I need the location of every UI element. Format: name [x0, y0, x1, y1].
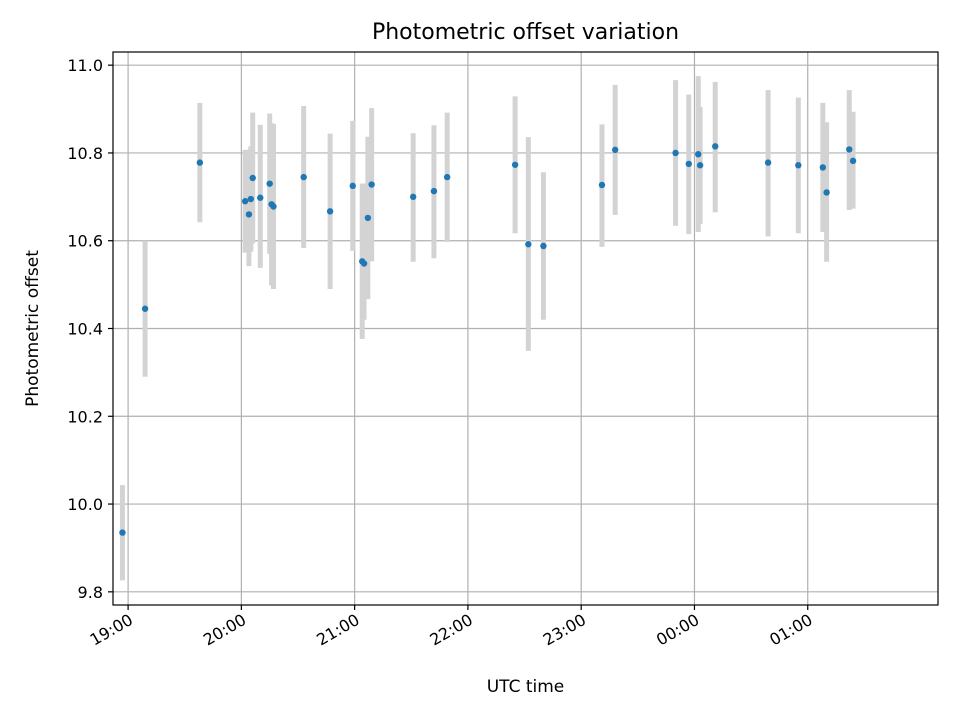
y-tick-label: 10.4	[67, 320, 103, 339]
data-point	[672, 149, 679, 157]
y-tick-label: 11.0	[67, 56, 103, 75]
data-point	[712, 143, 719, 150]
data-point	[611, 146, 619, 154]
data-point	[764, 159, 772, 166]
data-point	[119, 529, 126, 536]
data-point	[685, 160, 693, 168]
data-point	[257, 194, 264, 201]
data-point	[540, 242, 547, 250]
data-point	[409, 193, 417, 201]
data-point	[695, 151, 702, 158]
y-tick-label: 10.8	[67, 144, 103, 163]
data-point	[249, 174, 256, 182]
data-point	[696, 162, 704, 169]
y-tick-label: 10.0	[67, 495, 103, 514]
data-point	[368, 181, 375, 188]
y-tick-label: 10.2	[67, 407, 103, 426]
data-point	[360, 260, 368, 267]
data-point	[846, 146, 853, 153]
data-point	[819, 164, 827, 171]
data-point	[141, 305, 149, 312]
data-point	[241, 198, 249, 205]
data-point-layer	[119, 143, 857, 536]
data-point	[196, 159, 204, 166]
data-point	[443, 173, 451, 181]
data-point	[247, 195, 255, 203]
data-point	[245, 211, 253, 218]
data-point	[849, 157, 857, 165]
data-point	[598, 181, 606, 189]
y-axis-label: Photometric offset	[23, 250, 43, 407]
y-tick-label: 9.8	[78, 583, 103, 602]
data-point	[364, 214, 372, 222]
data-point	[795, 162, 802, 169]
data-point	[525, 241, 532, 248]
x-axis-label: UTC time	[487, 677, 565, 697]
data-point	[349, 182, 356, 190]
data-point	[270, 203, 277, 210]
chart-title: Photometric offset variation	[372, 20, 679, 45]
data-point	[823, 189, 830, 196]
data-point	[300, 173, 307, 181]
data-point	[266, 180, 273, 187]
data-point	[511, 161, 519, 168]
data-point	[326, 208, 334, 215]
y-tick-label: 10.6	[67, 232, 103, 251]
data-point	[430, 187, 438, 195]
